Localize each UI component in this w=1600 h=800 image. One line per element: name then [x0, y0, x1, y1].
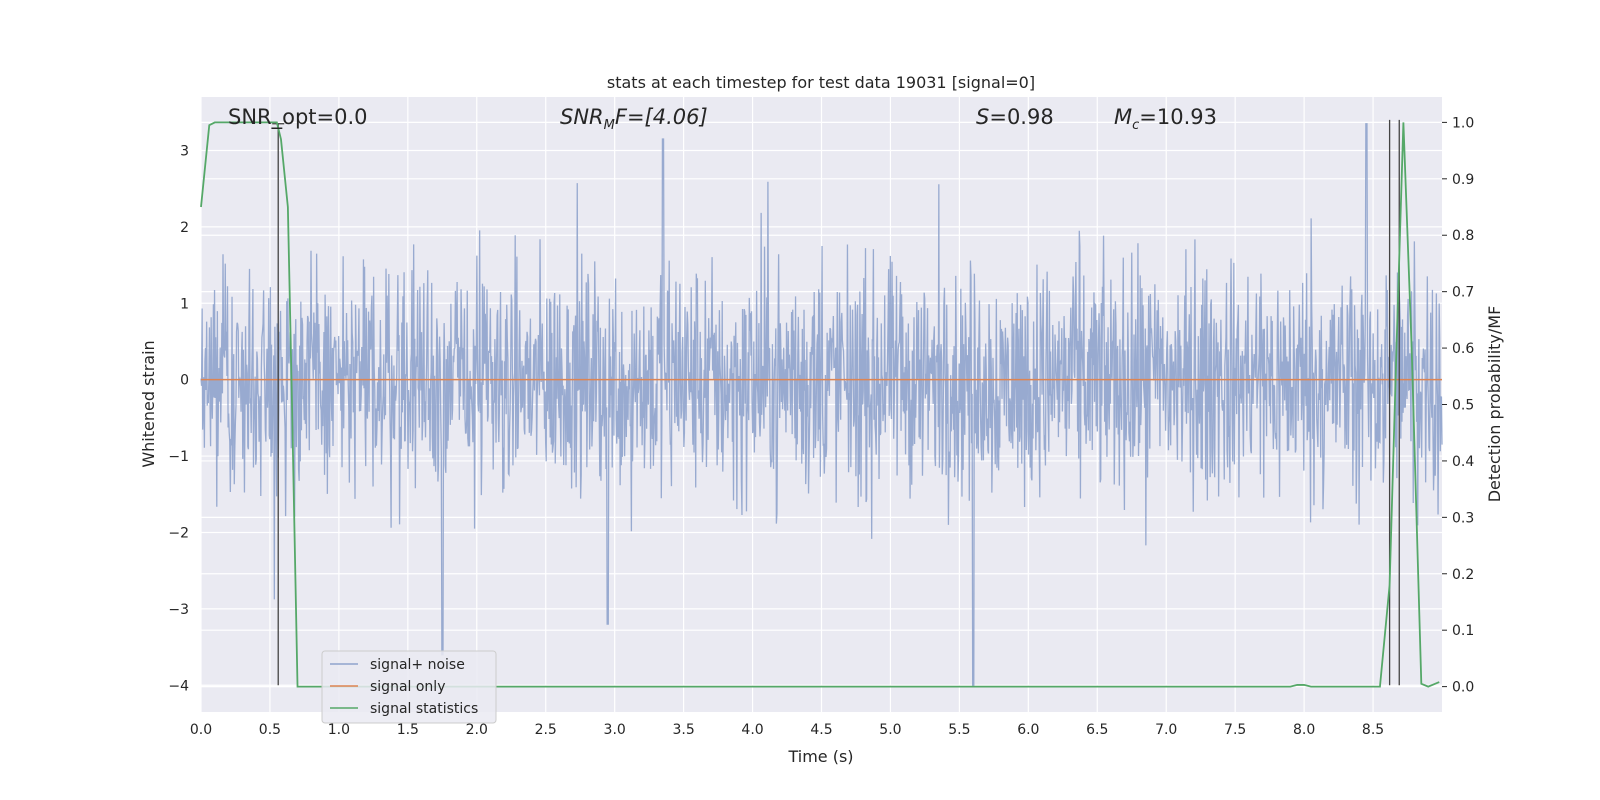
s-annotation: S=0.98 — [976, 105, 1054, 129]
x-tick-label: 1.5 — [397, 722, 419, 738]
signal-noise-line — [200, 123, 1443, 686]
x-tick-label: 1.0 — [328, 722, 350, 738]
x-tick-label: 0.0 — [190, 722, 212, 738]
s-rest: =0.98 — [989, 105, 1053, 129]
x-tick-label: 5.5 — [948, 722, 970, 738]
x-tick-label: 6.0 — [1017, 722, 1039, 738]
y-axis-label: Whitened strain — [139, 340, 158, 467]
signal-noise-series — [200, 123, 1443, 686]
y-tick-label: −1 — [168, 449, 189, 465]
x-tick-label: 4.5 — [810, 722, 832, 738]
x-tick-label: 0.5 — [259, 722, 281, 738]
y-tick-label: 1 — [180, 296, 189, 312]
signal-statistics-line — [200, 121, 1440, 688]
y2-tick-label: 0.2 — [1452, 567, 1474, 583]
y2-tick-label: 0.9 — [1452, 172, 1474, 188]
s-base: S — [976, 105, 989, 129]
y2-tick-label: 0.3 — [1452, 510, 1474, 526]
x-tick-label: 2.0 — [466, 722, 488, 738]
y2-tick-label: 0.4 — [1452, 454, 1474, 470]
x-axis-label: Time (s) — [787, 747, 853, 766]
y-tick-label: −3 — [168, 602, 189, 618]
legend-label-signal-noise: signal+ noise — [370, 657, 465, 673]
x-tick-label: 8.0 — [1293, 722, 1315, 738]
mc-sub: c — [1132, 118, 1139, 133]
snr-opt-annotation: SNR_opt=0.0 — [228, 105, 368, 130]
y2-tick-label: 0.8 — [1452, 228, 1474, 244]
overlay-series — [200, 119, 1442, 688]
y2-tick-label: 0.0 — [1452, 680, 1474, 696]
mc-annotation: Mc=10.93 — [1114, 105, 1217, 133]
snr-mf-annotation: SNRMF=[4.06] — [560, 105, 708, 133]
x-tick-label: 3.0 — [604, 722, 626, 738]
mc-base: M — [1114, 105, 1132, 129]
legend: signal+ noise signal only signal statist… — [321, 650, 497, 724]
x-tick-label: 3.5 — [672, 722, 694, 738]
snr-mf-base: SNR — [560, 105, 604, 129]
y2-tick-label: 0.6 — [1452, 341, 1474, 357]
x-tick-label: 4.0 — [741, 722, 763, 738]
chart-title: stats at each timestep for test data 190… — [607, 73, 1035, 92]
legend-label-signal-only: signal only — [370, 679, 445, 695]
x-tick-label: 2.5 — [535, 722, 557, 738]
y2-tick-label: 0.5 — [1452, 398, 1474, 414]
legend-box — [321, 650, 497, 724]
y2-tick-label: 0.7 — [1452, 285, 1474, 301]
mc-rest: =10.93 — [1139, 105, 1217, 129]
y2-axis-label: Detection probability/MF — [1485, 306, 1504, 503]
x-tick-label: 8.5 — [1362, 722, 1384, 738]
y2-tick-label: 1.0 — [1452, 115, 1474, 131]
x-tick-label: 7.5 — [1224, 722, 1246, 738]
snr-mf-rest: F=[4.06] — [615, 105, 708, 129]
x-tick-label: 7.0 — [1155, 722, 1177, 738]
x-tick-label: 5.0 — [879, 722, 901, 738]
y-tick-label: 2 — [180, 220, 189, 236]
snr-mf-sub: M — [604, 118, 615, 133]
y-tick-label: 0 — [180, 373, 189, 389]
legend-label-signal-statistics: signal statistics — [370, 701, 478, 717]
y2-tick-label: 0.1 — [1452, 623, 1474, 639]
y-tick-label: −4 — [168, 678, 189, 694]
y-tick-label: 3 — [180, 143, 189, 159]
ticks: 0.0 0.5 1.0 1.5 2.0 2.5 3.0 3.5 4.0 4.5 5.0 5.5 6.0 6… — [168, 115, 1474, 738]
y-tick-label: −2 — [168, 525, 189, 541]
x-tick-label: 6.5 — [1086, 722, 1108, 738]
